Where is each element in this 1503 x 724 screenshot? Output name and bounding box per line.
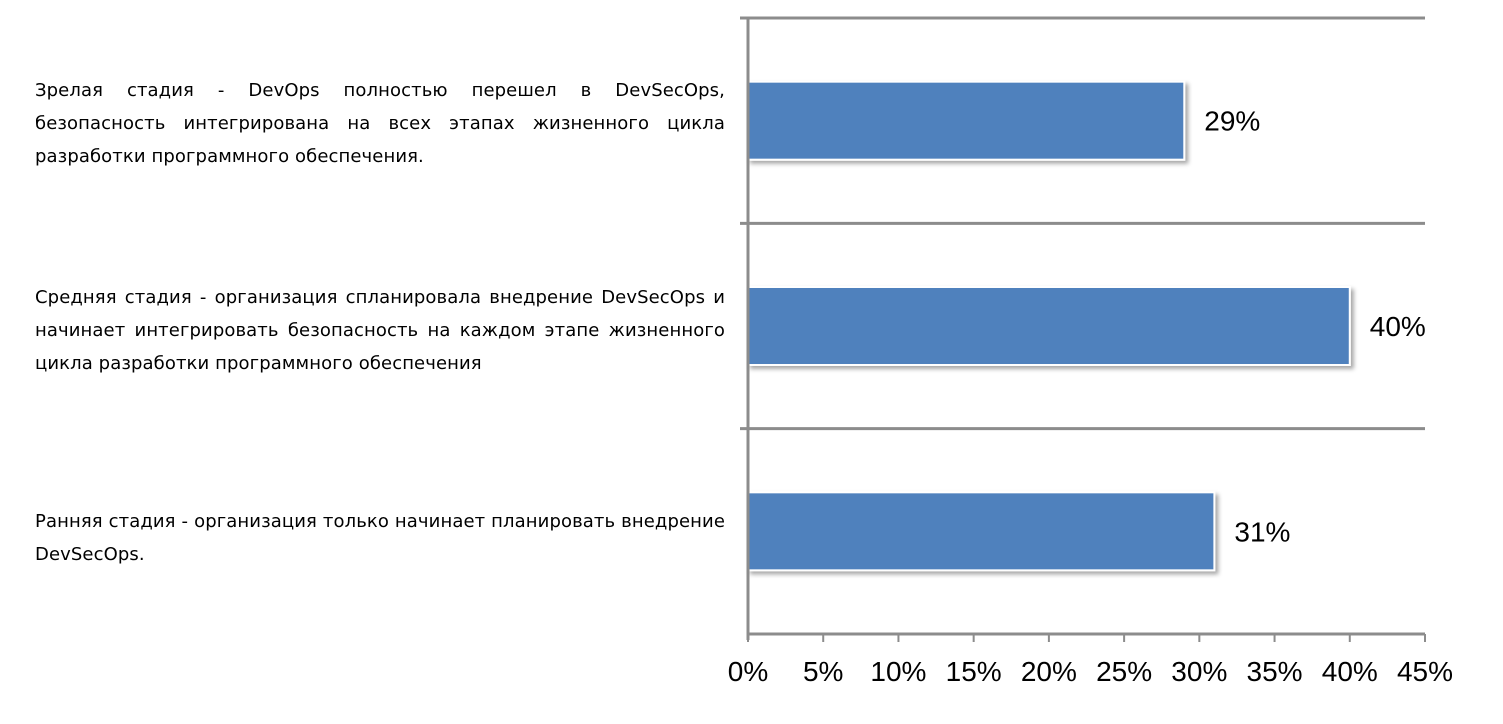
x-tick-label: 30% bbox=[1171, 656, 1227, 687]
x-tick-label: 15% bbox=[946, 656, 1002, 687]
x-tick-label: 40% bbox=[1322, 656, 1378, 687]
category-label-early: Ранняя стадия - организация только начин… bbox=[35, 511, 725, 565]
x-tick-label: 35% bbox=[1247, 656, 1303, 687]
x-tick-label: 25% bbox=[1096, 656, 1152, 687]
bar bbox=[747, 286, 1351, 366]
bar bbox=[747, 80, 1186, 161]
x-tick-label: 0% bbox=[728, 656, 768, 687]
category-label-middle: Средняя стадия - организация спланировал… bbox=[35, 287, 725, 374]
x-tick-label: 20% bbox=[1021, 656, 1077, 687]
bar bbox=[747, 491, 1216, 572]
x-tick-label: 10% bbox=[870, 656, 926, 687]
bar-value-label: 29% bbox=[1204, 106, 1260, 137]
bar-value-label: 40% bbox=[1370, 311, 1426, 342]
x-tick-label: 45% bbox=[1397, 656, 1453, 687]
bar-value-label: 31% bbox=[1234, 516, 1290, 547]
x-tick-label: 5% bbox=[803, 656, 843, 687]
category-label-mature: Зрелая стадия - DevOps полностью перешел… bbox=[35, 80, 725, 167]
